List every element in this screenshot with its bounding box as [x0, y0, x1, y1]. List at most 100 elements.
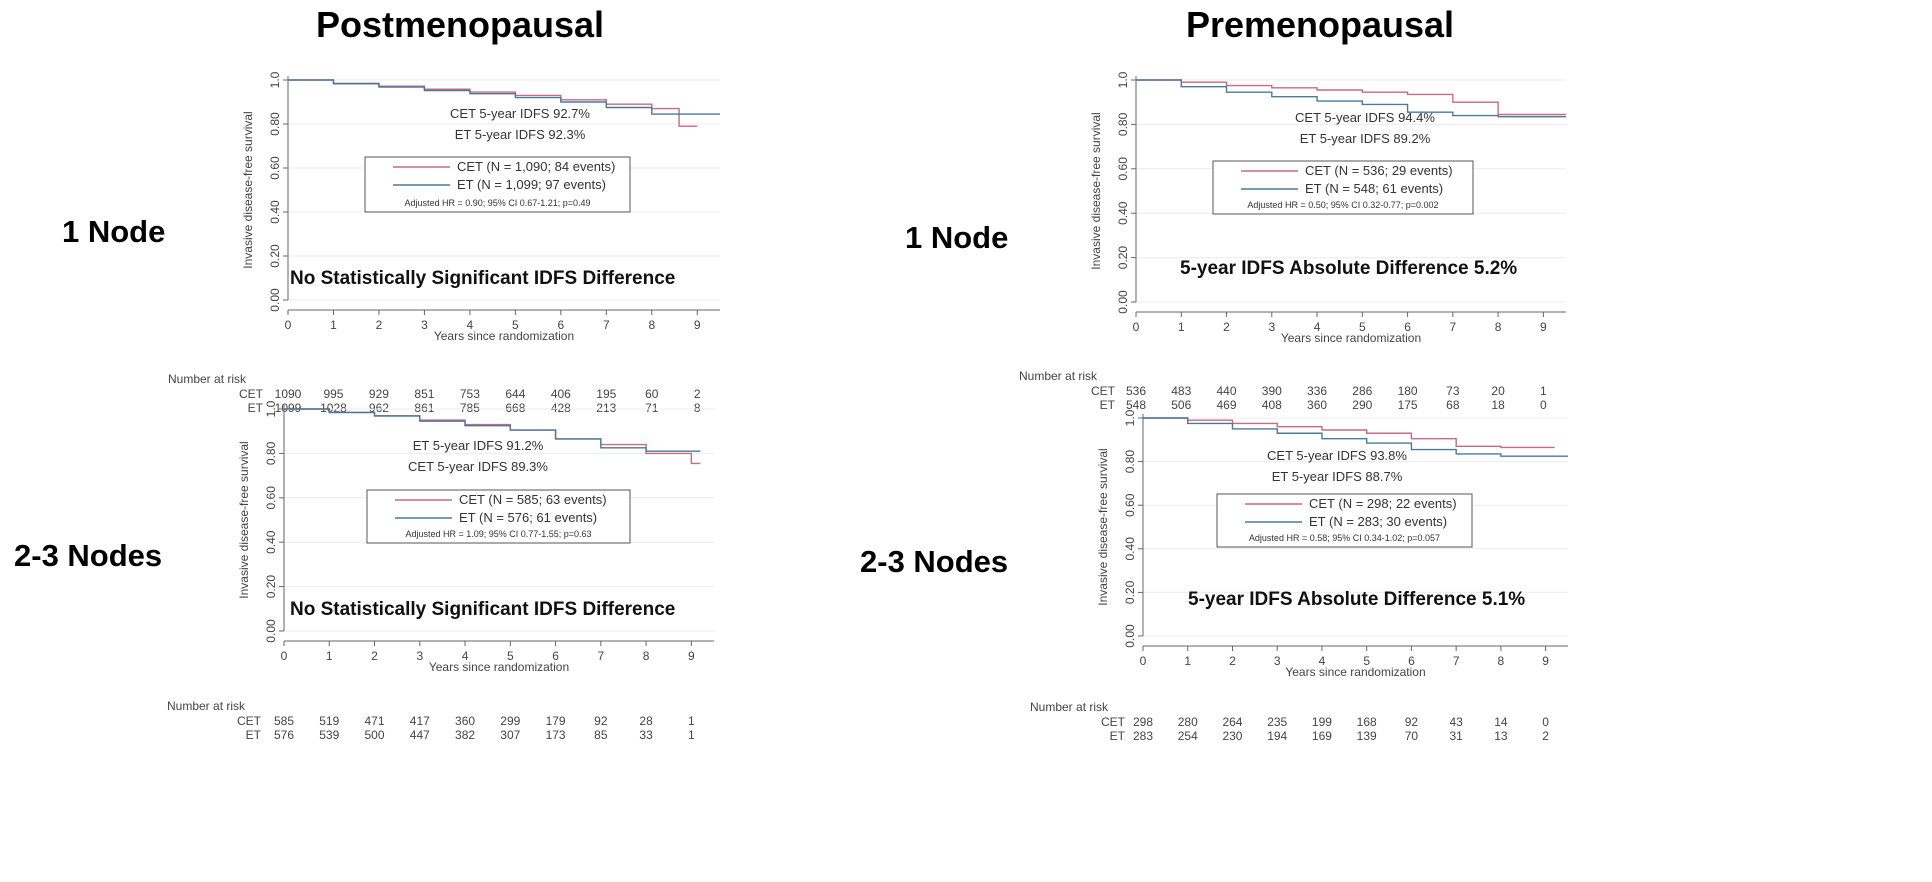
- hazard-ratio-text: Adjusted HR = 0.50; 95% CI 0.32-0.77; p=…: [1247, 200, 1438, 210]
- x-tick-label: 8: [648, 318, 655, 332]
- risk-cell: 861: [414, 401, 434, 415]
- risk-cell: 280: [1178, 715, 1198, 729]
- legend-entry: CET (N = 1,090; 84 events): [457, 159, 615, 174]
- risk-cell: 336: [1307, 384, 1327, 398]
- risk-cell: 1099: [275, 401, 302, 415]
- hazard-ratio-text: Adjusted HR = 0.90; 95% CI 0.67-1.21; p=…: [404, 198, 590, 208]
- x-tick-label: 4: [462, 649, 469, 663]
- risk-cell: 92: [1405, 715, 1419, 729]
- risk-cell: 283: [1133, 729, 1153, 743]
- risk-cell: 929: [369, 387, 389, 401]
- risk-cell: 14: [1494, 715, 1508, 729]
- y-tick-label: 0.60: [268, 156, 282, 180]
- risk-table-header: Number at risk: [1030, 700, 1109, 714]
- risk-cell: 2: [694, 387, 701, 401]
- x-tick-label: 8: [643, 649, 650, 663]
- risk-row-label: ET: [1100, 398, 1116, 412]
- risk-cell: 539: [319, 728, 339, 742]
- idfs-headline: 5-year IDFS Absolute Difference 5.1%: [1188, 589, 1525, 610]
- x-tick-label: 6: [557, 318, 564, 332]
- risk-cell: 0: [1542, 715, 1549, 729]
- row-label-post-1-node: 1 Node: [62, 214, 166, 249]
- x-axis-title: Years since randomization: [1285, 665, 1425, 679]
- risk-cell: 390: [1262, 384, 1282, 398]
- x-axis-title: Years since randomization: [1281, 331, 1421, 345]
- y-tick-label: 0.80: [268, 112, 282, 136]
- y-tick-label: 0.20: [264, 575, 278, 599]
- risk-cell: 194: [1267, 729, 1287, 743]
- risk-cell: 506: [1171, 398, 1191, 412]
- legend-box: [366, 489, 631, 544]
- y-axis-title: Invasive disease-free survival: [241, 111, 255, 268]
- risk-table-header: Number at risk: [1019, 369, 1098, 383]
- risk-cell: 785: [460, 401, 480, 415]
- y-tick-label: 0.00: [1123, 624, 1137, 648]
- y-tick-label: 0.00: [1116, 290, 1130, 314]
- risk-cell: 548: [1126, 398, 1146, 412]
- legend-entry: CET (N = 298; 22 events): [1309, 496, 1457, 511]
- x-tick-label: 6: [552, 649, 559, 663]
- y-tick-label: 1.0: [264, 400, 278, 417]
- series-line-cet: [1143, 417, 1555, 449]
- y-tick-label: 0.40: [1123, 537, 1137, 561]
- x-tick-label: 2: [371, 649, 378, 663]
- idfs-headline: No Statistically Significant IDFS Differ…: [290, 599, 675, 620]
- x-tick-label: 9: [1540, 320, 1547, 334]
- km-panel-post-1-node: 0.00 0.20 0.40 0.60 0.80 1.0 Invasive disease-…: [168, 71, 720, 415]
- risk-cell: 360: [1307, 398, 1327, 412]
- x-tick-label: 2: [1223, 320, 1230, 334]
- x-tick-label: 2: [1229, 654, 1236, 668]
- x-tick-label: 5: [1359, 320, 1366, 334]
- risk-cell: 500: [365, 728, 385, 742]
- y-tick-label: 0.60: [1123, 493, 1137, 517]
- x-tick-label: 0: [281, 649, 288, 663]
- risk-cell: 290: [1352, 398, 1372, 412]
- legend-entry: ET (N = 548; 61 events): [1305, 181, 1443, 196]
- risk-cell: 1028: [320, 401, 347, 415]
- y-axis-title: Invasive disease-free survival: [1096, 448, 1110, 605]
- y-tick-label: 0.20: [1123, 580, 1137, 604]
- risk-cell: 851: [414, 387, 434, 401]
- x-tick-label: 2: [376, 318, 383, 332]
- risk-cell: 13: [1494, 729, 1508, 743]
- legend-entry: ET (N = 1,099; 97 events): [457, 177, 606, 192]
- y-tick-label: 0.00: [264, 619, 278, 643]
- x-tick-label: 1: [326, 649, 333, 663]
- hazard-ratio-text: Adjusted HR = 1.09; 95% CI 0.77-1.55; p=…: [405, 529, 591, 539]
- x-tick-label: 9: [694, 318, 701, 332]
- risk-cell: 536: [1126, 384, 1146, 398]
- risk-row-label: CET: [1101, 715, 1126, 729]
- y-tick-label: 1.0: [1123, 409, 1137, 426]
- x-tick-label: 4: [1319, 654, 1326, 668]
- y-axis-title: Invasive disease-free survival: [1089, 112, 1103, 269]
- x-axis-title: Years since randomization: [429, 660, 569, 674]
- column-title-premenopausal: Premenopausal: [1185, 4, 1455, 45]
- risk-cell: 1: [688, 728, 695, 742]
- risk-cell: 995: [323, 387, 343, 401]
- x-tick-label: 5: [1363, 654, 1370, 668]
- x-tick-label: 0: [285, 318, 292, 332]
- x-tick-label: 3: [1274, 654, 1281, 668]
- idfs-annotation: ET 5-year IDFS 92.3%: [455, 127, 586, 142]
- risk-cell: 483: [1171, 384, 1191, 398]
- risk-cell: 0: [1540, 398, 1547, 412]
- idfs-headline: 5-year IDFS Absolute Difference 5.2%: [1180, 258, 1517, 279]
- risk-cell: 307: [500, 728, 520, 742]
- x-tick-label: 5: [512, 318, 519, 332]
- legend-box: [1216, 493, 1473, 548]
- legend-entry: CET (N = 585; 63 events): [459, 492, 607, 507]
- risk-cell: 60: [645, 387, 659, 401]
- series-line-et: [1136, 79, 1566, 118]
- y-tick-label: 1.0: [1116, 71, 1130, 88]
- idfs-annotation: CET 5-year IDFS 89.3%: [408, 459, 548, 474]
- x-tick-label: 0: [1133, 320, 1140, 334]
- risk-row-label: ET: [1110, 729, 1126, 743]
- y-tick-label: 0.60: [1116, 157, 1130, 181]
- risk-cell: 73: [1446, 384, 1460, 398]
- x-tick-label: 8: [1498, 654, 1505, 668]
- risk-cell: 440: [1217, 384, 1237, 398]
- x-tick-label: 7: [603, 318, 610, 332]
- idfs-annotation: CET 5-year IDFS 93.8%: [1267, 448, 1407, 463]
- risk-cell: 576: [274, 728, 294, 742]
